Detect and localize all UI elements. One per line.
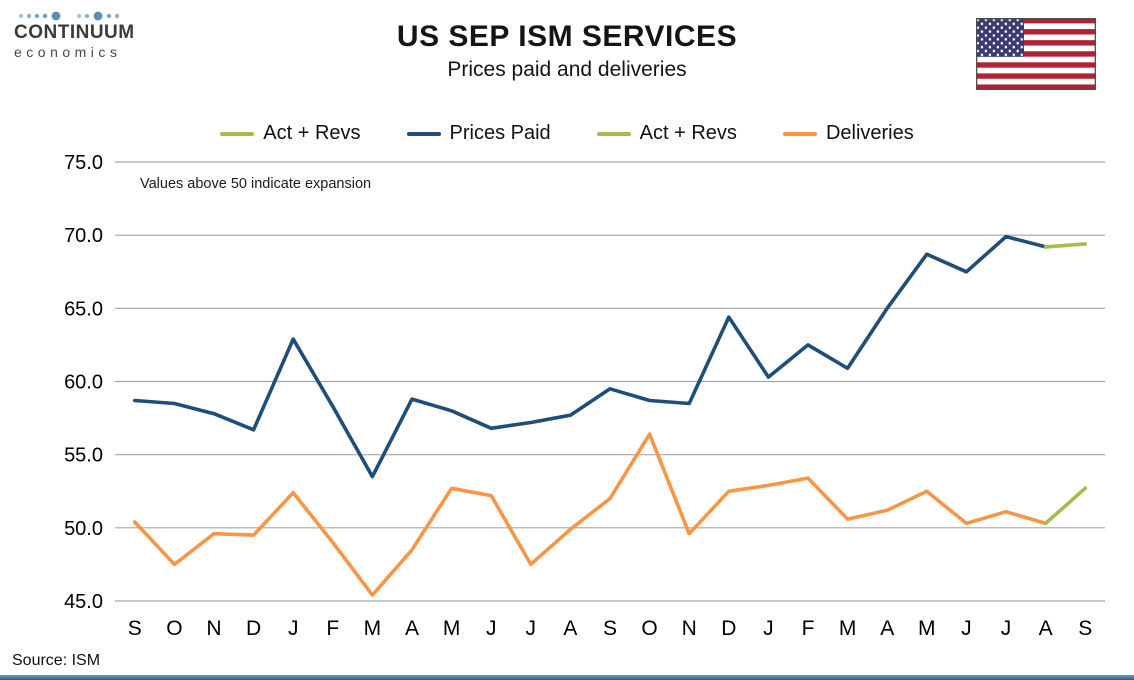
svg-text:60.0: 60.0 [64,372,103,394]
svg-text:M: M [918,617,936,640]
svg-text:J: J [1001,617,1012,640]
legend: Act + Revs Prices Paid Act + Revs Deliverie… [0,122,1134,145]
logo-dots-icon [18,11,120,21]
logo-text-economics: economics [14,43,122,60]
svg-text:J: J [526,617,537,640]
legend-swatch-icon [220,131,255,136]
chart-area: 45.0 50.0 55.0 60.0 65.0 70.0 75.0 S O N D J F M A M J J A… [40,150,1120,650]
svg-text:M: M [443,617,461,640]
svg-text:J: J [763,617,774,640]
us-flag-icon [976,18,1096,90]
svg-text:S: S [1078,617,1092,640]
svg-text:55.0: 55.0 [64,445,103,467]
svg-text:F: F [326,617,339,640]
svg-text:O: O [166,617,182,640]
svg-text:F: F [802,617,815,640]
svg-text:M: M [839,617,857,640]
svg-text:D: D [246,617,261,640]
svg-text:A: A [563,617,577,640]
svg-text:J: J [288,617,299,640]
legend-swatch-icon [596,131,631,136]
page-subtitle: Prices paid and deliveries [447,58,687,81]
legend-item: Prices Paid [406,122,551,145]
page-title: US SEP ISM SERVICES [396,20,738,53]
legend-label: Prices Paid [449,122,551,144]
title-block: US SEP ISM SERVICES Prices paid and deli… [0,20,1134,82]
legend-label: Deliveries [825,122,914,144]
svg-text:75.0: 75.0 [64,152,103,174]
source-note: Source: ISM [12,652,101,669]
svg-text:N: N [682,617,697,640]
footer-bar [0,675,1134,680]
legend-swatch-icon [406,131,441,136]
legend-item: Act + Revs [596,122,737,145]
logo-text-continuum: CONTINUUM [14,22,135,43]
svg-text:50.0: 50.0 [64,518,103,540]
legend-label: Act + Revs [639,122,737,144]
svg-text:M: M [364,617,382,640]
svg-text:S: S [128,617,142,640]
svg-text:A: A [1039,617,1053,640]
legend-label: Act + Revs [263,122,361,144]
line-chart: 45.050.055.060.065.070.075.0S O N D J F M A M J J A… [64,152,1105,640]
svg-text:70.0: 70.0 [64,225,103,247]
svg-text:65.0: 65.0 [64,298,103,320]
svg-text:N: N [206,617,221,640]
legend-item: Act + Revs [220,122,361,145]
legend-item: Deliveries [782,122,914,145]
svg-text:A: A [880,617,894,640]
legend-swatch-icon [782,131,817,136]
svg-text:D: D [721,617,736,640]
svg-text:A: A [405,617,419,640]
svg-text:J: J [486,617,497,640]
svg-text:45.0: 45.0 [64,591,103,613]
expansion-note: Values above 50 indicate expansion [140,176,372,192]
svg-text:J: J [961,617,972,640]
svg-text:O: O [641,617,657,640]
continuum-logo: CONTINUUM economics [14,10,135,61]
svg-text:S: S [603,617,617,640]
